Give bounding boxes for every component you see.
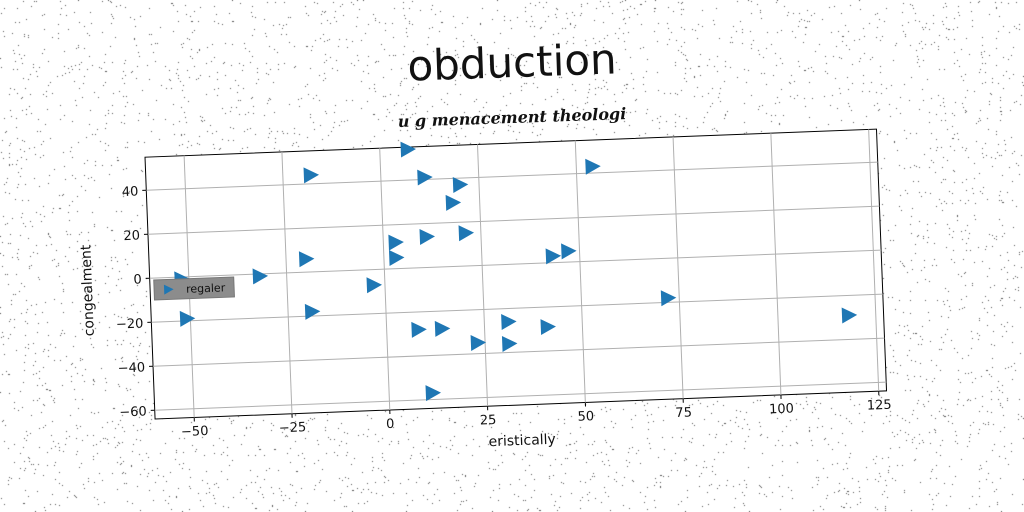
x-grid-line: [281, 151, 293, 414]
x-grid-line: [672, 136, 684, 399]
data-point: [419, 228, 435, 245]
data-point: [452, 177, 469, 194]
x-tick-label: 50: [577, 409, 594, 425]
y-grid-line: [146, 161, 878, 191]
x-grid-line: [476, 144, 489, 407]
data-points: [174, 141, 858, 402]
data-point: [388, 249, 405, 266]
plot-area: [144, 128, 888, 420]
legend-marker: [163, 284, 174, 295]
data-point: [417, 169, 433, 186]
y-tick-label: −60: [119, 405, 147, 421]
data-point: [252, 268, 269, 285]
x-grid-line: [574, 140, 586, 403]
y-grid-line: [154, 381, 887, 411]
y-grid-line: [149, 249, 882, 279]
grid-lines: [146, 129, 887, 418]
data-point: [561, 243, 577, 260]
data-point: [445, 194, 462, 211]
data-point: [501, 313, 517, 330]
data-point: [425, 385, 441, 402]
x-tick-label: 0: [386, 417, 395, 432]
x-grid-line: [379, 148, 391, 410]
data-point: [303, 167, 320, 184]
legend-label: regaler: [186, 281, 226, 296]
data-point: [434, 320, 451, 337]
legend-box: [153, 276, 235, 301]
data-point: [585, 158, 601, 175]
y-tick-label: −20: [116, 317, 144, 333]
x-tick-label: 75: [675, 405, 692, 421]
data-point: [470, 334, 487, 351]
data-point: [179, 310, 196, 327]
y-tick-label: 20: [123, 229, 140, 245]
x-tick-label: 25: [480, 413, 497, 429]
y-grid-line: [153, 337, 885, 367]
x-tick-label: −50: [181, 424, 209, 440]
y-tick-label: 0: [133, 273, 142, 288]
data-point: [411, 321, 427, 338]
data-point: [400, 141, 416, 158]
y-grid-line: [147, 205, 880, 235]
x-tick-label: 100: [769, 401, 794, 417]
data-point: [388, 234, 404, 251]
x-axis-label: eristically: [488, 432, 556, 451]
y-grid-line: [151, 293, 883, 323]
data-point: [545, 248, 562, 265]
y-axis: −60 −40 −20 0 20 40: [116, 185, 155, 421]
x-axis: −50 −25 0 25 50 75 100 125: [181, 391, 892, 440]
x-grid-line: [868, 129, 880, 392]
legend: regaler: [153, 276, 235, 301]
y-tick-label: 40: [122, 185, 139, 201]
x-grid-line: [770, 133, 782, 395]
data-point: [501, 335, 518, 352]
y-axis-label: congealment: [78, 244, 98, 337]
data-point: [298, 251, 315, 268]
data-point: [540, 319, 556, 336]
x-tick-label: −25: [279, 420, 307, 436]
data-point: [841, 307, 858, 324]
x-tick-label: 125: [867, 398, 892, 414]
data-point: [304, 303, 321, 320]
data-point: [366, 277, 383, 294]
data-point: [458, 225, 475, 242]
y-tick-label: −40: [117, 361, 145, 377]
data-point: [660, 290, 677, 307]
